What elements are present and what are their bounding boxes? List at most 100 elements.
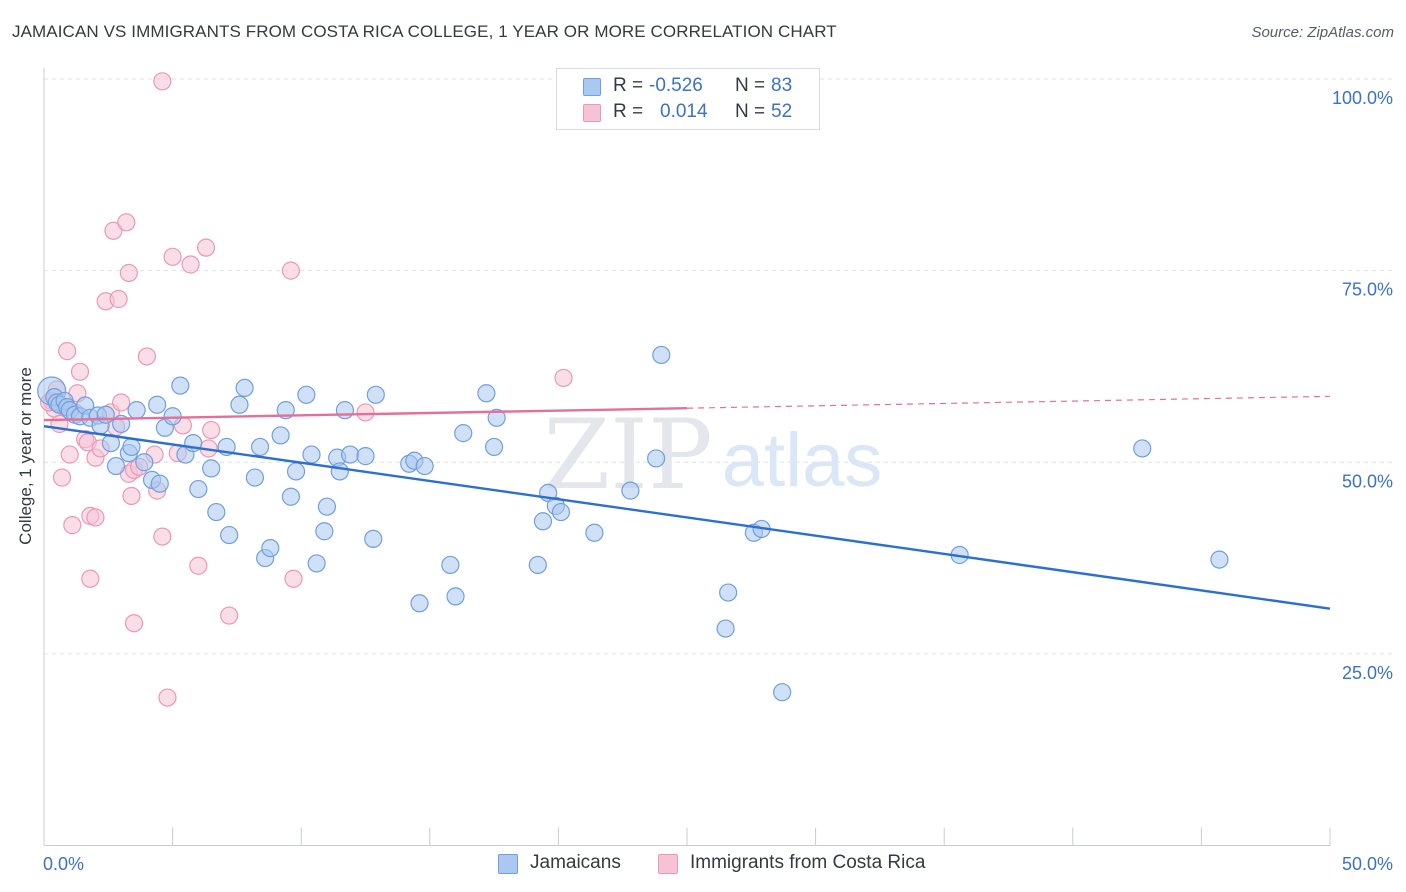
watermark-atlas: atlas — [722, 418, 883, 503]
data-point-costa-rica — [284, 569, 303, 588]
data-point-jamaicans — [487, 408, 506, 427]
y-tick-label: 25.0% — [1342, 663, 1393, 683]
watermark: ZIP atlas — [543, 399, 882, 511]
legend-n-label: N = — [735, 101, 766, 122]
data-point-costa-rica — [119, 263, 138, 283]
series-jamaicans-points — [37, 345, 1229, 702]
data-point-jamaicans — [716, 619, 735, 638]
data-point-jamaicans — [719, 583, 738, 602]
y-tick-label: 75.0% — [1342, 280, 1393, 300]
data-point-jamaicans — [533, 512, 553, 531]
trend-line-costa-rica — [43, 407, 688, 422]
data-point-jamaicans — [585, 523, 604, 542]
data-point-costa-rica — [137, 347, 156, 366]
legend-r-label: R = — [613, 75, 644, 96]
data-point-costa-rica — [181, 255, 200, 274]
data-point-jamaicans — [271, 426, 290, 445]
data-point-costa-rica — [153, 72, 172, 91]
data-point-jamaicans — [340, 445, 360, 464]
y-tick-label: 100.0% — [1332, 88, 1393, 108]
data-point-jamaicans — [410, 594, 429, 613]
data-point-costa-rica — [58, 342, 77, 361]
data-point-costa-rica — [70, 362, 90, 381]
data-point-jamaicans — [364, 529, 383, 549]
data-point-costa-rica — [109, 289, 128, 309]
data-point-jamaicans — [127, 401, 146, 420]
legend-r-label: R = — [613, 101, 644, 122]
axis-layer — [43, 68, 1331, 846]
data-point-jamaicans — [551, 502, 571, 522]
data-point-jamaicans — [528, 555, 547, 575]
data-point-jamaicans — [122, 437, 141, 457]
data-point-costa-rica — [52, 468, 72, 487]
data-point-costa-rica — [122, 486, 141, 506]
data-point-jamaicans — [315, 522, 334, 541]
data-point-jamaicans — [1133, 439, 1152, 458]
data-point-jamaicans — [163, 407, 182, 426]
data-point-jamaicans — [477, 384, 496, 403]
data-point-jamaicans — [202, 459, 221, 478]
x-tick-label: 0.0% — [43, 854, 84, 874]
data-point-jamaicans — [621, 481, 640, 500]
data-point-jamaicans — [366, 385, 385, 404]
data-point-jamaicans — [773, 683, 792, 702]
bottom-legend-swatch-blue — [498, 854, 518, 874]
legend-n-value: 83 — [771, 75, 793, 96]
data-point-costa-rica — [189, 556, 208, 575]
chart-title: JAMAICAN VS IMMIGRANTS FROM COSTA RICA C… — [12, 22, 837, 41]
legend-r-value: -0.526 — [649, 75, 703, 96]
legend-row-jamaicans: R = -0.526 N = 83 — [583, 75, 813, 101]
data-point-costa-rica — [86, 508, 105, 527]
data-point-jamaicans — [171, 376, 190, 395]
data-point-jamaicans — [96, 405, 115, 424]
data-point-jamaicans — [220, 525, 239, 545]
data-point-jamaicans — [245, 468, 265, 487]
data-point-costa-rica — [153, 527, 172, 546]
bottom-legend-costa-rica[interactable]: Immigrants from Costa Rica — [658, 851, 958, 877]
bottom-legend-jamaicans[interactable]: Jamaicans — [498, 851, 648, 877]
data-point-jamaicans — [235, 378, 254, 397]
bottom-legend-label: Immigrants from Costa Rica — [690, 852, 926, 873]
x-tick-label: 50.0% — [1342, 854, 1393, 874]
data-point-costa-rica — [356, 403, 375, 422]
trend-line-costa-rica-extrapolated — [686, 395, 1331, 409]
data-point-costa-rica — [63, 516, 82, 535]
data-point-jamaicans — [230, 395, 249, 414]
data-point-costa-rica — [281, 261, 301, 280]
data-point-jamaicans — [250, 437, 270, 457]
data-point-jamaicans — [135, 453, 154, 472]
data-point-jamaicans — [415, 456, 434, 476]
data-point-jamaicans — [189, 479, 208, 499]
data-point-jamaicans — [441, 555, 460, 575]
data-point-costa-rica — [60, 445, 79, 464]
y-tick-label: 50.0% — [1342, 471, 1393, 491]
data-point-jamaicans — [286, 462, 306, 481]
data-point-costa-rica — [163, 247, 182, 266]
data-point-jamaicans — [652, 345, 671, 365]
data-point-jamaicans — [207, 502, 226, 522]
data-point-jamaicans — [647, 449, 666, 468]
legend-n-value: 52 — [771, 101, 793, 122]
legend-swatch-pink — [583, 104, 601, 122]
data-point-jamaicans — [317, 497, 337, 516]
bottom-legend-label: Jamaicans — [530, 852, 621, 873]
data-point-costa-rica — [554, 368, 573, 388]
data-point-jamaicans — [106, 456, 126, 476]
data-point-jamaicans — [1210, 550, 1229, 569]
legend-row-costa-rica: R = 0.014 N = 52 — [583, 101, 813, 127]
trend-lines — [43, 395, 1331, 610]
data-point-costa-rica — [117, 213, 136, 232]
legend-swatch-blue — [583, 78, 601, 96]
data-point-jamaicans — [297, 385, 316, 404]
data-point-jamaicans — [454, 424, 473, 443]
data-point-costa-rica — [196, 238, 216, 257]
stats-legend: R = -0.526 N = 83 R = 0.014 N = 52 — [556, 68, 820, 130]
trend-line-jamaicans — [43, 425, 1331, 610]
bottom-legend-swatch-pink — [658, 854, 678, 874]
data-point-jamaicans — [446, 587, 465, 606]
data-point-jamaicans — [261, 538, 280, 558]
data-point-jamaicans — [150, 474, 169, 493]
tick-labels: 25.0% 50.0% 75.0% 100.0% 0.0% 50.0% — [43, 88, 1393, 874]
data-point-jamaicans — [281, 487, 301, 506]
